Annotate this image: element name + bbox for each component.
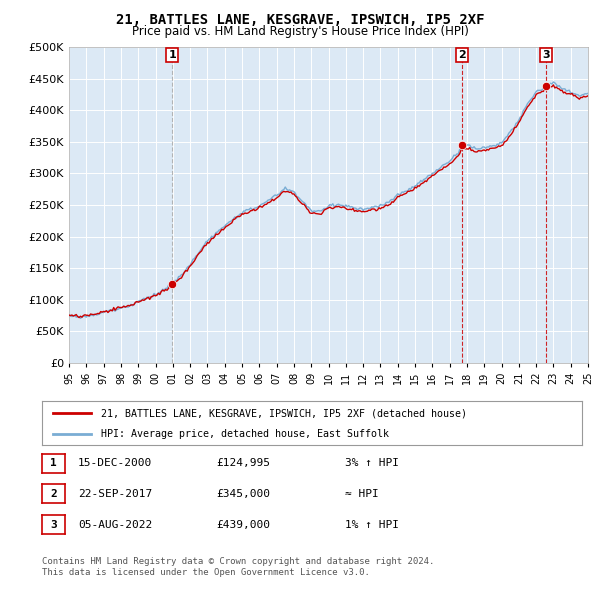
Text: £124,995: £124,995: [216, 458, 270, 468]
Text: ≈ HPI: ≈ HPI: [345, 489, 379, 499]
Text: 05-AUG-2022: 05-AUG-2022: [78, 520, 152, 529]
Text: 2: 2: [458, 50, 466, 60]
Text: 21, BATTLES LANE, KESGRAVE, IPSWICH, IP5 2XF: 21, BATTLES LANE, KESGRAVE, IPSWICH, IP5…: [116, 13, 484, 27]
Text: 1: 1: [168, 50, 176, 60]
Text: 22-SEP-2017: 22-SEP-2017: [78, 489, 152, 499]
Text: 15-DEC-2000: 15-DEC-2000: [78, 458, 152, 468]
Text: 1% ↑ HPI: 1% ↑ HPI: [345, 520, 399, 529]
Text: 21, BATTLES LANE, KESGRAVE, IPSWICH, IP5 2XF (detached house): 21, BATTLES LANE, KESGRAVE, IPSWICH, IP5…: [101, 408, 467, 418]
Text: This data is licensed under the Open Government Licence v3.0.: This data is licensed under the Open Gov…: [42, 568, 370, 577]
Text: 1: 1: [50, 458, 57, 468]
Text: 2: 2: [50, 489, 57, 499]
Text: HPI: Average price, detached house, East Suffolk: HPI: Average price, detached house, East…: [101, 428, 389, 438]
Text: Contains HM Land Registry data © Crown copyright and database right 2024.: Contains HM Land Registry data © Crown c…: [42, 558, 434, 566]
Text: 3: 3: [50, 520, 57, 529]
Text: 3% ↑ HPI: 3% ↑ HPI: [345, 458, 399, 468]
Text: 3: 3: [542, 50, 550, 60]
Text: Price paid vs. HM Land Registry's House Price Index (HPI): Price paid vs. HM Land Registry's House …: [131, 25, 469, 38]
Text: £345,000: £345,000: [216, 489, 270, 499]
Text: £439,000: £439,000: [216, 520, 270, 529]
